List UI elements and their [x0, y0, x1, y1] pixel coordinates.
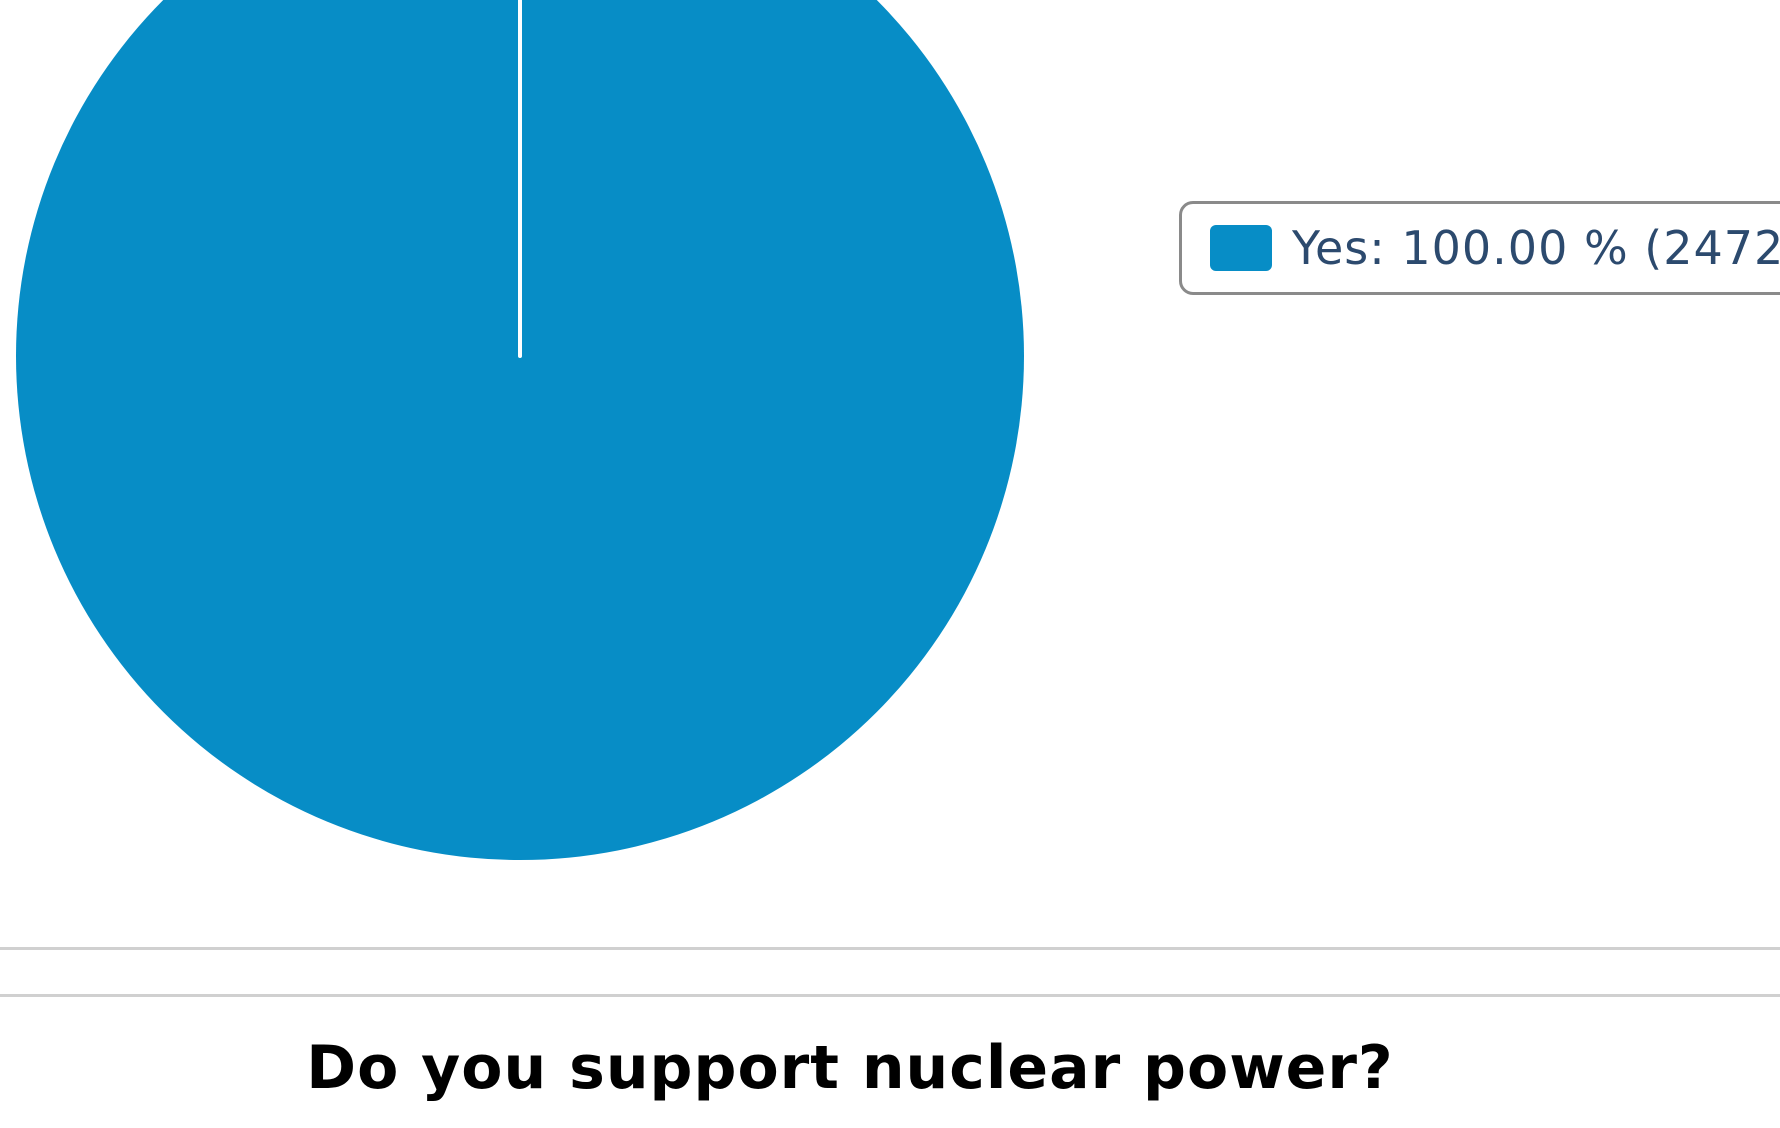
- legend-swatch: [1210, 225, 1272, 271]
- pie-slices: [16, 0, 1024, 860]
- pie-chart: [16, 0, 1024, 860]
- chart-legend: Yes: 100.00 % (2472): [1179, 201, 1780, 295]
- pie-slice-yes[interactable]: [16, 0, 1024, 860]
- legend-item-yes[interactable]: Yes: 100.00 % (2472): [1210, 204, 1780, 292]
- divider: [0, 947, 1780, 950]
- poll-question: Do you support nuclear power?: [306, 1033, 1394, 1103]
- divider: [0, 994, 1780, 997]
- legend-label: Yes: 100.00 % (2472): [1292, 221, 1780, 275]
